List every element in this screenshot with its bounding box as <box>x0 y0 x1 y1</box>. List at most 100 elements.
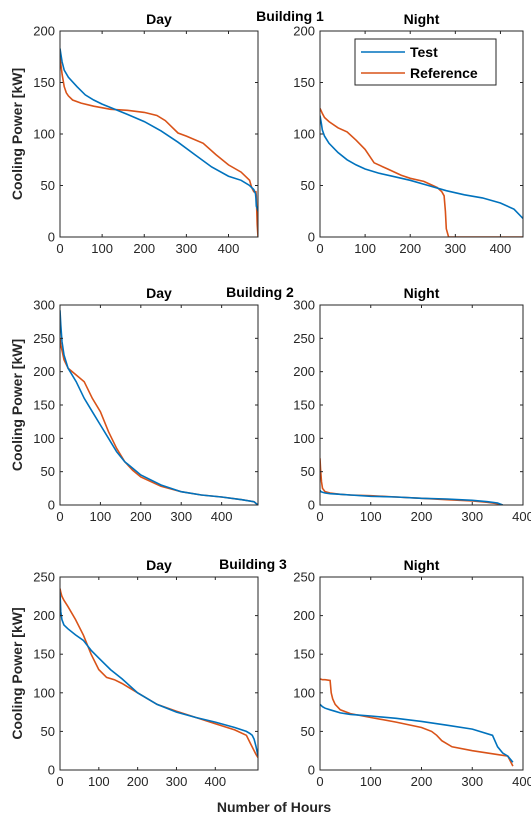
y-axis-label: Cooling Power [kW] <box>9 68 25 200</box>
panel-title: Day <box>146 11 172 27</box>
y-tick-label: 200 <box>293 364 315 379</box>
x-tick-label: 200 <box>399 241 421 256</box>
x-tick-label: 100 <box>90 509 112 524</box>
x-tick-label: 100 <box>91 241 113 256</box>
x-tick-label: 200 <box>133 241 155 256</box>
x-tick-label: 100 <box>88 774 110 789</box>
series-line-test <box>60 592 258 757</box>
y-tick-label: 100 <box>293 685 315 700</box>
y-tick-label: 150 <box>293 647 315 662</box>
y-tick-label: 0 <box>308 498 315 513</box>
y-tick-label: 50 <box>301 178 315 193</box>
x-tick-label: 300 <box>166 774 188 789</box>
y-tick-label: 0 <box>48 230 55 245</box>
series-line-reference <box>320 678 514 767</box>
series-line-test <box>60 310 258 505</box>
panel-title: Day <box>146 557 172 573</box>
y-tick-label: 50 <box>41 464 55 479</box>
plot-area <box>60 577 258 770</box>
x-tick-label: 400 <box>218 241 240 256</box>
x-tick-label: 200 <box>411 774 433 789</box>
building-title: Building 1 <box>256 8 324 24</box>
legend-label-reference: Reference <box>410 65 478 81</box>
x-tick-label: 100 <box>354 241 376 256</box>
x-tick-label: 0 <box>56 774 63 789</box>
y-tick-label: 150 <box>33 398 55 413</box>
panel-title: Night <box>404 285 440 301</box>
chart-panel: 0 100 200 300 400 0 50 100 150 200 250 Day Building … <box>9 556 287 789</box>
y-tick-label: 0 <box>308 763 315 778</box>
plot-area <box>60 31 258 237</box>
legend-label-test: Test <box>410 44 438 60</box>
y-tick-label: 200 <box>33 608 55 623</box>
y-tick-label: 250 <box>293 570 315 585</box>
x-tick-label: 200 <box>130 509 152 524</box>
y-tick-label: 200 <box>33 364 55 379</box>
x-tick-label: 400 <box>204 774 226 789</box>
chart-panel: 0 100 200 300 400 0 50 100 150 200 250 300 Day Buildi… <box>9 284 294 524</box>
panel-title: Night <box>404 557 440 573</box>
x-axis-label: Number of Hours <box>217 799 332 814</box>
y-tick-label: 300 <box>293 298 315 313</box>
x-tick-label: 0 <box>56 509 63 524</box>
series-line-test <box>320 703 514 763</box>
y-axis-label: Cooling Power [kW] <box>9 607 25 739</box>
x-tick-label: 400 <box>512 509 531 524</box>
x-tick-label: 0 <box>316 509 323 524</box>
chart-panel: 0 100 200 300 400 0 50 100 150 200 250 300 Night <box>293 285 531 524</box>
y-tick-label: 0 <box>48 498 55 513</box>
legend-box <box>354 38 497 86</box>
x-tick-label: 200 <box>127 774 149 789</box>
plot-area <box>320 577 523 770</box>
y-tick-label: 0 <box>308 230 315 245</box>
y-tick-label: 100 <box>293 431 315 446</box>
x-tick-label: 400 <box>490 241 512 256</box>
series-line-test <box>320 489 503 505</box>
panel-title: Day <box>146 285 172 301</box>
y-tick-label: 200 <box>293 608 315 623</box>
x-tick-label: 300 <box>444 241 466 256</box>
y-tick-label: 100 <box>33 431 55 446</box>
x-tick-label: 300 <box>176 241 198 256</box>
y-tick-label: 300 <box>33 298 55 313</box>
chart-panel: 0 100 200 300 400 0 50 100 150 200 Day Building 1 Co… <box>9 8 324 256</box>
series-line-test <box>60 48 258 212</box>
legend: Test Reference <box>354 38 497 86</box>
y-tick-label: 0 <box>48 763 55 778</box>
y-tick-label: 150 <box>293 75 315 90</box>
x-tick-label: 100 <box>360 509 382 524</box>
plot-area <box>320 305 523 505</box>
y-tick-label: 100 <box>33 127 55 142</box>
y-tick-label: 50 <box>301 724 315 739</box>
series-line-reference <box>60 588 258 759</box>
series-line-reference <box>320 107 523 237</box>
axes-box <box>59 576 259 771</box>
y-tick-label: 250 <box>293 331 315 346</box>
series-line-test <box>320 115 523 220</box>
y-tick-label: 50 <box>301 464 315 479</box>
y-tick-label: 50 <box>41 724 55 739</box>
series-line-reference <box>60 56 258 237</box>
y-tick-label: 150 <box>33 647 55 662</box>
building-title: Building 2 <box>226 284 294 300</box>
panel-title: Night <box>404 11 440 27</box>
y-tick-label: 150 <box>293 398 315 413</box>
x-tick-label: 0 <box>316 774 323 789</box>
y-tick-label: 50 <box>41 178 55 193</box>
y-tick-label: 100 <box>33 685 55 700</box>
y-tick-label: 150 <box>33 75 55 90</box>
y-tick-label: 250 <box>33 331 55 346</box>
x-tick-label: 400 <box>211 509 233 524</box>
x-tick-label: 200 <box>411 509 433 524</box>
x-tick-label: 0 <box>56 241 63 256</box>
x-tick-label: 300 <box>461 509 483 524</box>
chart-panel: 0 100 200 300 400 0 50 100 150 200 250 Night <box>293 557 531 789</box>
x-tick-label: 300 <box>170 509 192 524</box>
y-tick-label: 100 <box>293 127 315 142</box>
building-title: Building 3 <box>219 556 287 572</box>
y-tick-label: 200 <box>293 24 315 39</box>
x-tick-label: 400 <box>512 774 531 789</box>
y-tick-label: 200 <box>33 24 55 39</box>
x-tick-label: 300 <box>461 774 483 789</box>
